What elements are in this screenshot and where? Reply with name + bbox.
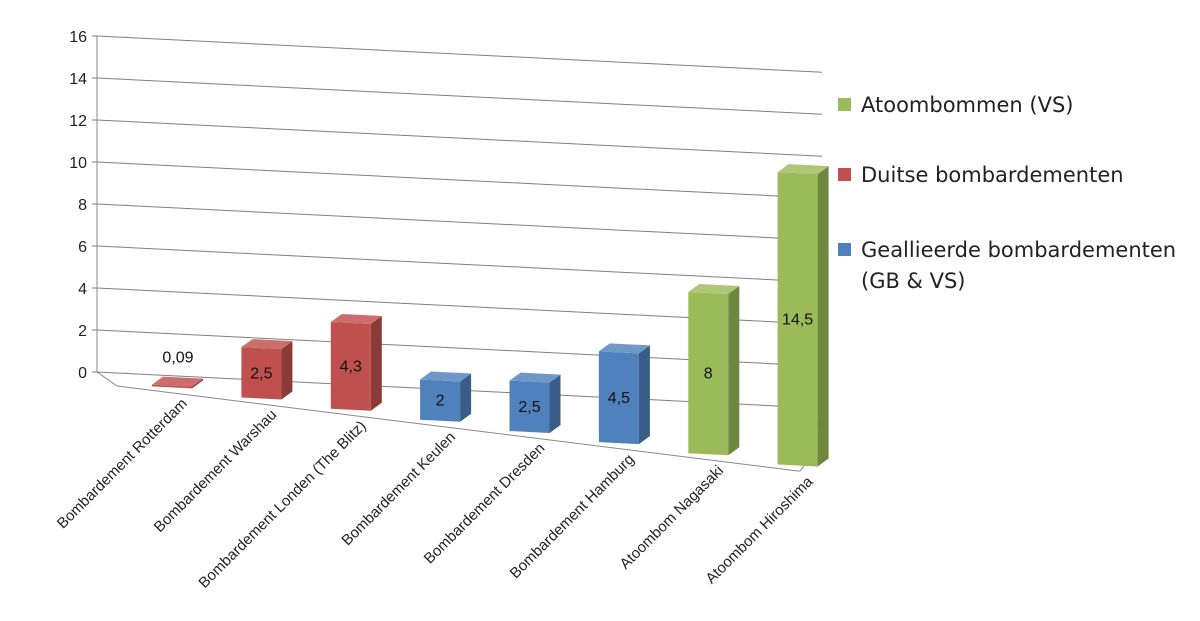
legend-swatch xyxy=(838,98,851,111)
bar xyxy=(688,284,740,456)
data-label: 4,5 xyxy=(608,390,630,407)
bar xyxy=(509,372,561,433)
gridline xyxy=(96,161,823,199)
bar-side xyxy=(638,345,650,445)
bar-front xyxy=(598,351,639,445)
gridline xyxy=(96,245,823,283)
bar-top xyxy=(241,339,293,350)
bar xyxy=(241,339,293,400)
bars xyxy=(152,164,829,467)
bar-side xyxy=(728,286,740,456)
bar-side xyxy=(460,373,472,422)
y-tick-label: 2 xyxy=(78,323,87,340)
category-label: Atoombom Hiroshima xyxy=(702,473,816,587)
data-label: 2,5 xyxy=(518,399,540,416)
data-label: 0,09 xyxy=(162,350,193,367)
bar-top xyxy=(688,284,740,294)
y-tick-label: 8 xyxy=(78,197,87,214)
data-labels: 0,09 2,5 4,3 2 2,5 4,5 8 14,5 xyxy=(162,311,813,415)
y-tick-label: 16 xyxy=(69,29,87,46)
bar-front xyxy=(688,292,729,456)
bar-front xyxy=(330,322,371,411)
data-label: 2,5 xyxy=(250,365,272,382)
legend-swatch xyxy=(838,243,851,256)
bar-top xyxy=(777,164,829,175)
bar-side xyxy=(817,166,829,467)
bar-top xyxy=(330,314,382,324)
bar-front xyxy=(777,172,818,467)
category-label: Atoombom Nagasaki xyxy=(617,462,727,572)
legend-label: Atoombommen (VS) xyxy=(861,93,1074,117)
bar-top xyxy=(420,371,472,382)
category-label: Bombardement Londen (The Blitz) xyxy=(195,418,369,592)
bar xyxy=(777,164,829,467)
legend-item-geallieerde: Geallieerde bombardementen (GB & VS) xyxy=(838,235,1176,297)
bar xyxy=(420,371,472,422)
bar-side xyxy=(370,316,382,411)
legend-item-atoombommen: Atoombommen (VS) xyxy=(838,90,1073,121)
bar xyxy=(152,376,203,389)
bar-top xyxy=(598,343,650,354)
side-floor-edge xyxy=(96,371,118,387)
data-label: 8 xyxy=(704,366,713,383)
bar-front xyxy=(420,379,461,422)
bar-side xyxy=(549,374,561,433)
gridline xyxy=(96,119,823,157)
data-label: 14,5 xyxy=(782,311,813,328)
y-tick-label: 6 xyxy=(78,239,87,256)
bar-front xyxy=(152,384,192,389)
bar-side xyxy=(281,341,293,400)
floor-front-edge xyxy=(116,385,801,472)
gridline xyxy=(96,203,823,241)
y-tick-label: 4 xyxy=(78,281,87,298)
bar-top xyxy=(509,372,561,383)
legend-swatch xyxy=(838,168,851,181)
legend-item-duitse: Duitse bombardementen xyxy=(838,160,1124,191)
bar-top xyxy=(152,376,203,387)
y-tick-label: 10 xyxy=(69,155,87,172)
gridline xyxy=(96,77,823,115)
bar-side xyxy=(192,378,203,389)
bar-front xyxy=(241,347,282,400)
bar-front xyxy=(509,380,550,433)
y-tick-label: 14 xyxy=(69,71,87,88)
y-axis-ticks: 0 2 4 6 8 10 12 14 16 xyxy=(69,29,87,382)
gridline xyxy=(96,35,823,73)
y-tick-label: 0 xyxy=(78,365,87,382)
bar xyxy=(598,343,650,445)
data-label: 2 xyxy=(436,393,445,410)
data-label: 4,3 xyxy=(340,358,362,375)
legend-label: Duitse bombardementen xyxy=(861,163,1124,187)
legend-label: Geallieerde bombardementen (GB & VS) xyxy=(861,238,1177,293)
bar xyxy=(330,314,382,411)
y-tick-label: 12 xyxy=(69,113,87,130)
category-label: Bombardement Keulen xyxy=(338,429,459,550)
